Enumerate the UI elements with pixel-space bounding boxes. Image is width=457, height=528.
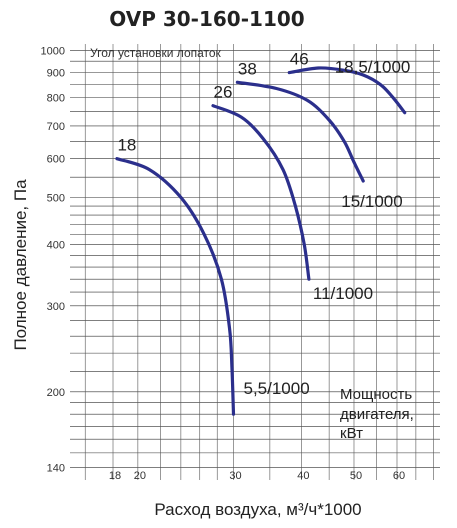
power-note-line-2: двигателя, <box>340 406 414 423</box>
curve-angle-38 <box>235 80 365 183</box>
power-label: 5,5/1000 <box>243 379 309 398</box>
series-labels: 18 5,5/1000 26 11/1000 38 15/1000 46 18,5/1000 <box>117 50 410 399</box>
x-tick-label: 50 <box>350 470 362 482</box>
y-tick-label: 1000 <box>41 45 65 57</box>
x-tick-label: 40 <box>297 470 309 482</box>
power-note-line-3: кВт <box>340 425 363 442</box>
y-tick-label: 600 <box>47 154 65 166</box>
x-tick-label: 20 <box>134 470 146 482</box>
x-tick-label: 18 <box>109 470 121 482</box>
horizontal-gridlines <box>70 49 440 468</box>
blade-angle-note: Угол установки лопаток <box>90 46 222 60</box>
y-tick-label: 400 <box>47 240 65 252</box>
curve-angle-18 <box>115 157 236 416</box>
y-tick-label: 300 <box>47 301 65 313</box>
power-label: 18,5/1000 <box>335 58 411 77</box>
angle-label: 26 <box>214 83 233 102</box>
angle-label: 18 <box>117 136 136 155</box>
y-tick-label: 200 <box>47 387 65 399</box>
x-tick-label: 30 <box>229 470 241 482</box>
y-tick-labels: 140 200 300 400 500 600 700 800 900 1000 <box>41 45 65 474</box>
x-tick-labels: 18 20 30 40 50 60 <box>109 470 405 482</box>
power-label: 11/1000 <box>313 284 373 303</box>
y-tick-label: 900 <box>47 68 65 80</box>
vertical-gridlines <box>84 44 434 480</box>
angle-label: 46 <box>290 50 309 69</box>
y-tick-label: 700 <box>47 121 65 133</box>
power-note-line-1: Мощность <box>340 386 412 403</box>
y-tick-label: 140 <box>47 463 65 475</box>
curves <box>115 66 407 416</box>
y-tick-label: 500 <box>47 192 65 204</box>
x-tick-label: 60 <box>393 470 405 482</box>
chart-title: OVP 30-160-1100 <box>109 7 304 31</box>
x-axis-label: Расход воздуха, м³/ч*1000 <box>154 500 361 519</box>
angle-label: 38 <box>238 59 257 78</box>
y-axis-label: Полное давление, Па <box>11 179 30 351</box>
curve-angle-26 <box>211 104 311 281</box>
curve-angle-46 <box>287 66 407 115</box>
power-label: 15/1000 <box>341 192 402 211</box>
y-tick-label: 800 <box>47 93 65 105</box>
